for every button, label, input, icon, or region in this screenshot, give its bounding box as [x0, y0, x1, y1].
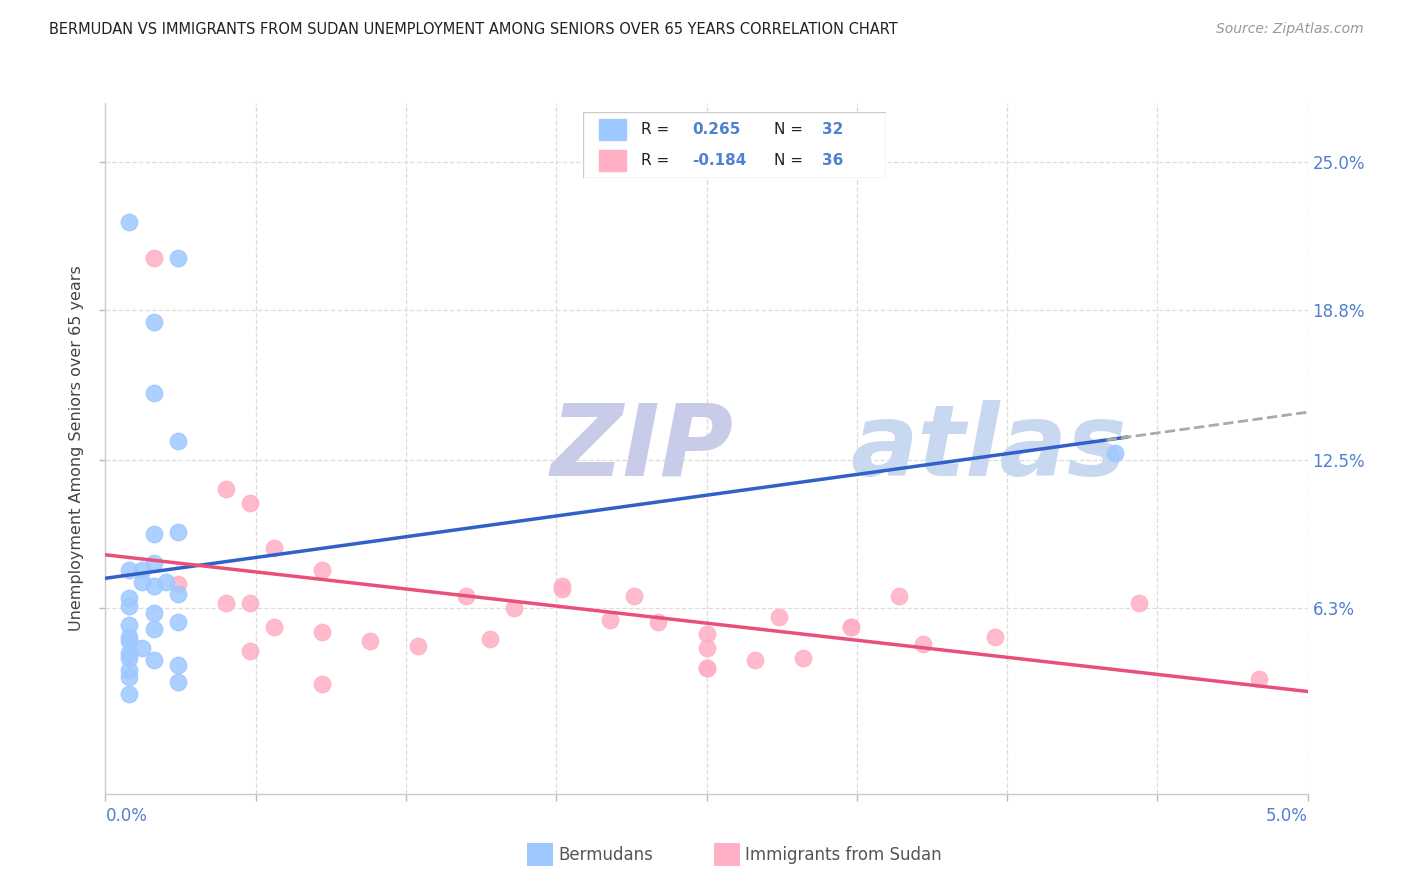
Point [118, 646, 141, 660]
Text: 0.265: 0.265 [692, 122, 741, 137]
Point [551, 580, 574, 594]
Point [166, 577, 188, 591]
Point [142, 623, 165, 637]
Text: atlas: atlas [851, 400, 1128, 497]
Point [599, 613, 621, 627]
Point [263, 620, 285, 634]
Point [142, 315, 165, 329]
Point [792, 651, 814, 665]
Point [839, 620, 862, 634]
Text: R =: R = [641, 122, 673, 137]
Point [911, 637, 934, 651]
Point [166, 674, 188, 689]
Point [166, 587, 188, 601]
Text: Source: ZipAtlas.com: Source: ZipAtlas.com [1216, 22, 1364, 37]
Point [623, 589, 645, 603]
Text: Immigrants from Sudan: Immigrants from Sudan [745, 846, 942, 863]
Point [263, 541, 285, 556]
Point [118, 599, 141, 613]
Point [118, 663, 141, 677]
Point [131, 574, 153, 589]
Point [118, 591, 141, 606]
Y-axis label: Unemployment Among Seniors over 65 years: Unemployment Among Seniors over 65 years [69, 265, 84, 632]
Point [142, 556, 165, 570]
Point [696, 660, 718, 674]
Point [479, 632, 502, 646]
Point [142, 527, 165, 541]
Text: -0.184: -0.184 [692, 153, 747, 168]
Point [142, 386, 165, 401]
Text: ZIP: ZIP [550, 400, 734, 497]
Point [696, 641, 718, 656]
Point [166, 524, 188, 539]
Point [239, 644, 262, 658]
Point [118, 215, 141, 229]
Point [311, 677, 333, 691]
Text: 32: 32 [823, 122, 844, 137]
Point [768, 610, 790, 624]
Point [359, 634, 381, 648]
Point [118, 563, 141, 577]
Point [118, 630, 141, 644]
Point [503, 601, 526, 615]
Text: Bermudans: Bermudans [558, 846, 652, 863]
Text: R =: R = [641, 153, 673, 168]
Point [166, 434, 188, 448]
Point [887, 589, 910, 603]
Text: 36: 36 [823, 153, 844, 168]
Bar [599, 150, 626, 171]
Point [239, 496, 262, 510]
Point [166, 658, 188, 673]
Point [155, 574, 177, 589]
Point [839, 620, 862, 634]
Point [131, 641, 153, 656]
Text: N =: N = [773, 153, 808, 168]
Point [118, 670, 141, 684]
Point [311, 624, 333, 639]
Point [118, 651, 141, 665]
Point [1128, 596, 1150, 610]
Point [214, 596, 236, 610]
Point [311, 563, 333, 577]
Point [142, 251, 165, 265]
Point [166, 251, 188, 265]
Point [1249, 673, 1271, 687]
Point [696, 627, 718, 641]
Point [454, 589, 477, 603]
FancyBboxPatch shape [583, 112, 886, 178]
Point [142, 606, 165, 620]
Point [696, 660, 718, 674]
Point [984, 630, 1007, 644]
Point [406, 639, 429, 653]
Text: BERMUDAN VS IMMIGRANTS FROM SUDAN UNEMPLOYMENT AMONG SENIORS OVER 65 YEARS CORRE: BERMUDAN VS IMMIGRANTS FROM SUDAN UNEMPL… [49, 22, 898, 37]
Point [118, 617, 141, 632]
Point [142, 580, 165, 594]
Point [744, 653, 766, 667]
Point [166, 615, 188, 630]
Point [131, 563, 153, 577]
Point [118, 687, 141, 701]
Point [551, 582, 574, 596]
Point [118, 634, 141, 648]
Point [142, 653, 165, 667]
Point [647, 615, 669, 630]
Text: 0.0%: 0.0% [105, 807, 148, 825]
Bar [599, 119, 626, 140]
Point [239, 596, 262, 610]
Point [1104, 446, 1126, 460]
Point [214, 482, 236, 496]
Text: N =: N = [773, 122, 808, 137]
Text: 5.0%: 5.0% [1265, 807, 1308, 825]
